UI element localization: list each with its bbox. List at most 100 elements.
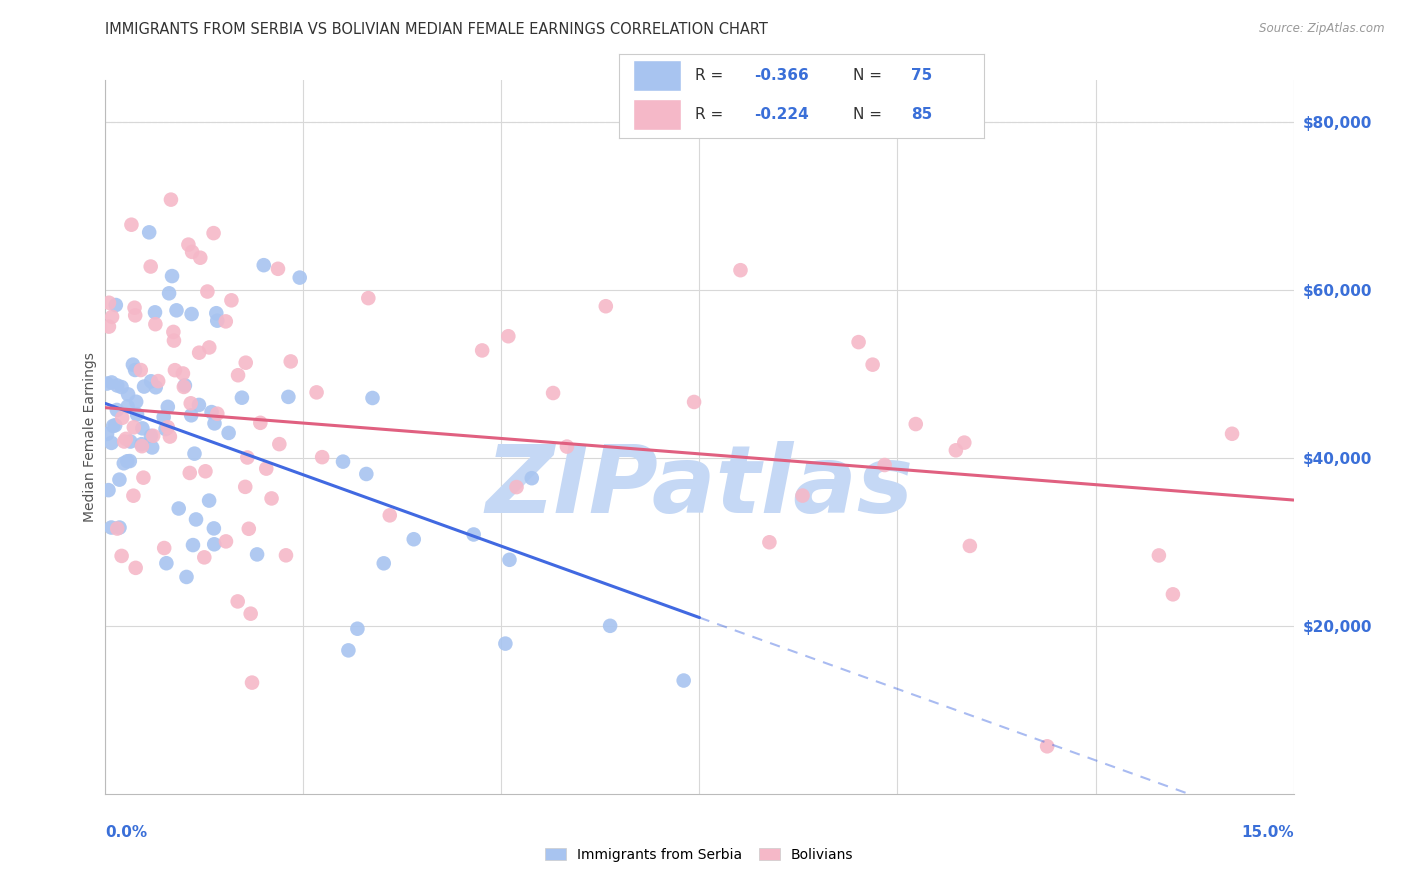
Point [139, 429, 162, 443]
Point [555, 440, 578, 454]
Point [236, 450, 259, 465]
Point [174, 378, 197, 392]
Point [139, 374, 162, 388]
Point [162, 325, 184, 339]
Point [145, 317, 167, 331]
Point [246, 548, 269, 562]
Point [498, 553, 520, 567]
Point [378, 508, 401, 523]
Point [115, 432, 138, 446]
Point [311, 450, 333, 465]
Point [110, 549, 132, 563]
Point [117, 400, 139, 414]
Point [505, 480, 527, 494]
Text: Source: ZipAtlas.com: Source: ZipAtlas.com [1260, 22, 1385, 36]
Point [200, 405, 222, 419]
Point [357, 291, 380, 305]
Point [101, 310, 124, 324]
Point [758, 535, 780, 549]
Point [176, 570, 198, 584]
Point [155, 422, 177, 436]
Point [163, 334, 186, 348]
Point [105, 403, 128, 417]
Point [118, 454, 141, 468]
Point [373, 557, 395, 571]
Point [240, 675, 263, 690]
Point [198, 493, 221, 508]
Point [1220, 426, 1243, 441]
Point [277, 390, 299, 404]
Point [595, 299, 617, 313]
Point [945, 443, 967, 458]
Point [238, 522, 260, 536]
Point [205, 306, 228, 320]
Point [1161, 587, 1184, 601]
Point [122, 420, 145, 434]
Text: R =: R = [696, 107, 728, 122]
Point [97, 319, 120, 334]
Point [160, 193, 183, 207]
Point [188, 345, 211, 359]
Point [166, 303, 188, 318]
Point [187, 398, 209, 412]
Point [188, 251, 211, 265]
Point [959, 539, 981, 553]
Point [142, 429, 165, 443]
Point [520, 471, 543, 485]
Point [152, 410, 174, 425]
Point [198, 341, 221, 355]
Point [108, 473, 131, 487]
Point [494, 637, 516, 651]
Point [132, 379, 155, 393]
Point [249, 416, 271, 430]
Point [332, 455, 354, 469]
Point [131, 437, 153, 451]
Text: R =: R = [696, 68, 728, 83]
Point [112, 456, 135, 470]
Point [471, 343, 494, 358]
Point [498, 329, 520, 343]
Point [215, 534, 238, 549]
Point [156, 420, 179, 434]
Point [193, 550, 215, 565]
Point [117, 454, 139, 468]
Point [124, 309, 146, 323]
Point [672, 673, 695, 688]
Point [172, 367, 194, 381]
Point [177, 237, 200, 252]
Point [105, 522, 128, 536]
Point [163, 363, 186, 377]
Point [124, 301, 146, 315]
Point [120, 434, 142, 449]
Point [122, 358, 145, 372]
Point [143, 305, 166, 319]
Bar [633, 99, 681, 130]
Point [183, 447, 205, 461]
Point [100, 376, 122, 390]
Point [131, 421, 153, 435]
Point [254, 461, 277, 475]
Text: 75: 75 [911, 68, 932, 83]
Point [100, 436, 122, 450]
Point [104, 418, 127, 433]
Point [100, 520, 122, 534]
Point [235, 356, 257, 370]
Point [125, 408, 148, 422]
Point [124, 363, 146, 377]
Text: N =: N = [852, 107, 886, 122]
Point [180, 396, 202, 410]
Point [267, 261, 290, 276]
Point [131, 439, 153, 453]
Point [125, 394, 148, 409]
Text: IMMIGRANTS FROM SERBIA VS BOLIVIAN MEDIAN FEMALE EARNINGS CORRELATION CHART: IMMIGRANTS FROM SERBIA VS BOLIVIAN MEDIA… [105, 22, 768, 37]
Point [356, 467, 378, 481]
Point [260, 491, 283, 506]
Text: ZIPatlas: ZIPatlas [485, 441, 914, 533]
Point [346, 622, 368, 636]
Point [194, 464, 217, 478]
Point [138, 225, 160, 239]
Point [156, 400, 179, 414]
Point [269, 437, 291, 451]
Point [253, 258, 276, 272]
Point [202, 226, 225, 240]
